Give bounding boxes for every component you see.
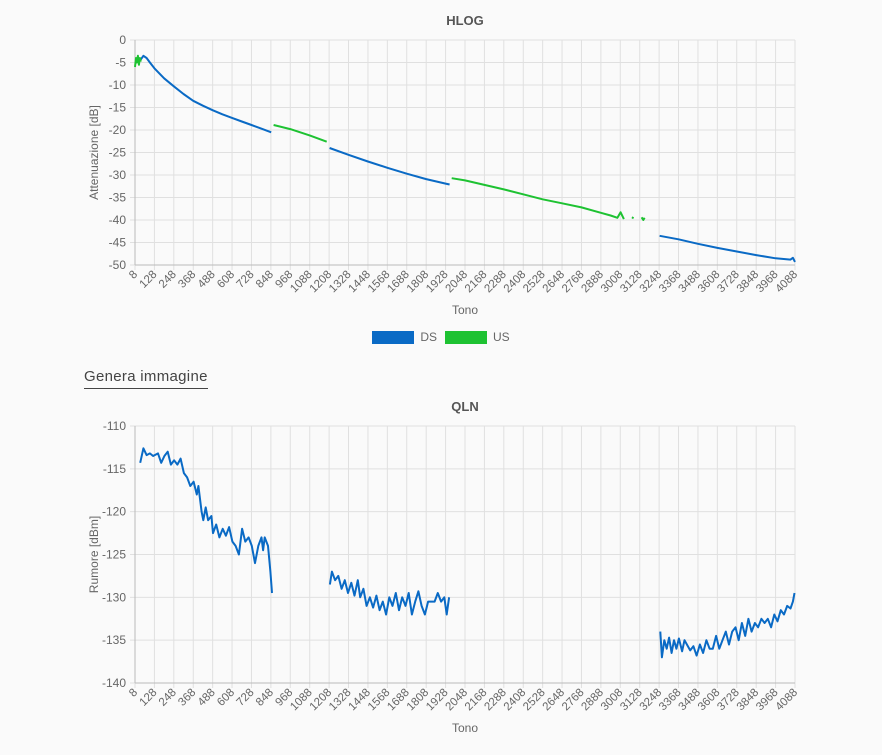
hlog-ytick-label: 0 [119,33,126,47]
qln-ytick-label: -135 [102,633,126,647]
qln-series-ds-line [328,570,451,616]
hlog-series-ds-line [139,54,272,134]
qln-series-ds-line [659,592,796,659]
qln-xtick-label: 4088 [774,687,801,714]
qln-xtick-label: 728 [235,687,257,709]
qln-title: QLN [451,399,478,414]
hlog-series-ds-line [659,234,796,263]
hlog-ytick-label: -50 [109,258,127,272]
hlog-title: HLOG [446,13,484,28]
hlog-ytick-label: -30 [109,168,127,182]
hlog-ytick-label: -20 [109,123,127,137]
hlog-series-us-line [640,216,646,221]
qln-ytick-label: -120 [102,505,126,519]
hlog-series-ds-line [329,147,450,186]
hlog-ytick-label: -35 [109,191,127,205]
qln-ytick-label: -130 [102,590,126,604]
qln-xtick-label: 128 [137,687,159,709]
qln-ytick-label: -115 [103,462,126,476]
qln-xtick-label: 608 [215,687,237,709]
legend-item-ds[interactable]: DS [372,330,437,344]
hlog-ytick-label: -25 [109,146,127,160]
qln-xtick-label: 8 [127,687,140,700]
qln-ytick-label: -125 [102,548,126,562]
generate-image-link[interactable]: Genera immagine [84,368,208,389]
hlog-ytick-label: -5 [115,56,126,70]
hlog-series-us-line [134,54,142,68]
legend-swatch-us [445,330,487,344]
hlog-series-us-line [631,216,635,220]
qln-series-ds-line [139,447,273,594]
legend-item-us[interactable]: US [445,330,510,344]
hlog-chart: HLOG0-5-10-15-20-25-30-35-40-45-50812824… [87,13,800,317]
qln-x-axis-label: Tono [452,721,478,735]
qln-xtick-label: 368 [176,687,198,709]
hlog-ytick-label: -40 [109,213,127,227]
qln-ytick-label: -110 [103,419,126,433]
qln-y-axis-label: Rumore [dBm] [87,516,101,593]
hlog-ytick-label: -45 [109,236,127,250]
hlog-x-axis-label: Tono [452,303,478,317]
qln-xtick-label: 488 [196,687,218,709]
qln-xtick-label: 248 [157,687,179,709]
hlog-ytick-label: -10 [109,78,127,92]
hlog-series-us-line [451,177,625,220]
legend-label-us: US [493,330,510,344]
hlog-ytick-label: -15 [109,101,127,115]
qln-xtick-label: 848 [254,687,276,709]
hlog-y-axis-label: Attenuazione [dB] [87,105,101,200]
hlog-legend: DS US [0,330,882,344]
legend-swatch-ds [372,330,415,344]
hlog-series-us-line [273,124,328,143]
legend-label-ds: DS [420,330,437,344]
qln-ytick-label: -140 [102,676,126,690]
